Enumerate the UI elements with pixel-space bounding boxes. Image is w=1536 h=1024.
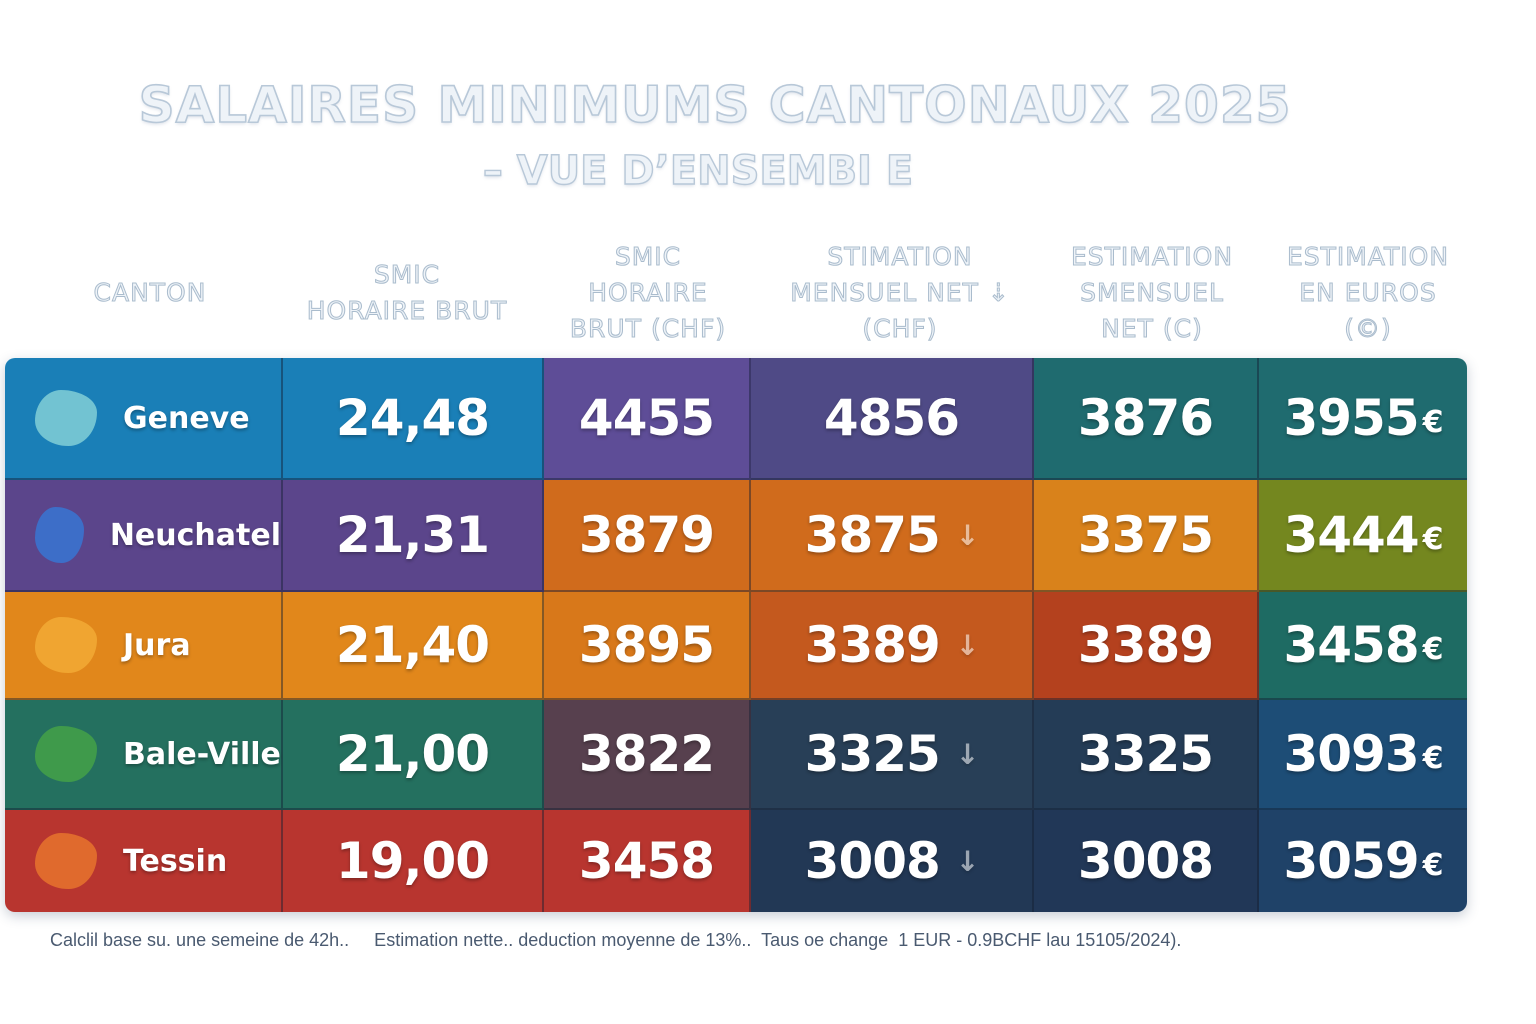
canton-name: Bale-Ville <box>123 736 281 772</box>
cell-value: 3876 <box>1077 389 1214 447</box>
euros-cell: 3444 € <box>1259 480 1467 592</box>
header-monthly-net-chf: STIMATION MENSUEL NET ⇣ (CHF) <box>790 242 1010 344</box>
cell-value: 3389 <box>804 616 941 674</box>
monthly-net-chf-cell: 4856 <box>751 358 1034 480</box>
cell-value: 3389 <box>1077 616 1214 674</box>
down-arrow-icon: ↓ <box>955 518 979 552</box>
monthly-net-c-cell: 3389 <box>1034 592 1259 700</box>
cell-value: 3458 <box>578 832 715 890</box>
canton-name: Tessin <box>123 843 228 879</box>
canton-name: Geneve <box>123 400 250 436</box>
page-subtitle: – VUE D’ENSEMBI E <box>482 147 914 194</box>
monthly-net-c-cell: 3876 <box>1034 358 1259 480</box>
cell-value: 3895 <box>578 616 715 674</box>
down-arrow-icon: ↓ <box>955 628 979 662</box>
cell-value: 3008 <box>804 832 941 890</box>
cell-value: 3875 <box>804 506 941 564</box>
hourly-cell: 21,40 <box>283 592 544 700</box>
monthly-net-chf-cell: 3389 ↓ <box>751 592 1034 700</box>
monthly-net-c-cell: 3325 <box>1034 700 1259 810</box>
canton-cell: Jura <box>5 592 283 700</box>
monthly-net-c-cell: 3375 <box>1034 480 1259 592</box>
canton-name: Jura <box>123 627 191 663</box>
canton-name: Neuchatel <box>109 517 281 553</box>
cell-value: 24,48 <box>335 389 490 447</box>
canton-map-icon <box>35 507 84 563</box>
euro-symbol: € <box>1422 847 1444 883</box>
monthly-brut-cell: 3822 <box>544 700 751 810</box>
header-monthly-net-c: ESTIMATION SMENSUEL NET (C) <box>1070 242 1234 344</box>
canton-map-icon <box>35 390 97 446</box>
cell-value: 3879 <box>578 506 715 564</box>
header-monthly-brut: SMIC HORAIRE BRUT (CHF) <box>569 242 727 344</box>
euros-cell: 3093 € <box>1259 700 1467 810</box>
monthly-brut-cell: 3895 <box>544 592 751 700</box>
cell-value: 3008 <box>1077 832 1214 890</box>
euro-symbol: € <box>1422 631 1444 667</box>
hourly-cell: 24,48 <box>283 358 544 480</box>
cell-value: 21,31 <box>335 506 490 564</box>
monthly-net-chf-cell: 3008 ↓ <box>751 810 1034 912</box>
header-euros: ESTIMATION EN EUROS (©) <box>1286 242 1450 344</box>
cell-value: 3093 <box>1283 725 1419 783</box>
cell-value: 21,40 <box>335 616 490 674</box>
cell-value: 3325 <box>1077 725 1214 783</box>
hourly-cell: 21,00 <box>283 700 544 810</box>
monthly-net-chf-cell: 3325 ↓ <box>751 700 1034 810</box>
canton-map-icon <box>35 833 97 889</box>
hourly-cell: 19,00 <box>283 810 544 912</box>
canton-map-icon <box>35 726 97 782</box>
cell-value: 19,00 <box>335 832 490 890</box>
monthly-brut-cell: 3879 <box>544 480 751 592</box>
cell-value: 3822 <box>578 725 715 783</box>
cell-value: 3444 <box>1283 506 1419 564</box>
euros-cell: 3458 € <box>1259 592 1467 700</box>
monthly-brut-cell: 3458 <box>544 810 751 912</box>
header-canton: CANTON <box>93 278 207 308</box>
euros-cell: 3059 € <box>1259 810 1467 912</box>
page-title: SALAIRES MINIMUMS CANTONAUX 2025 <box>138 75 1292 135</box>
cell-value: 3955 <box>1283 389 1419 447</box>
monthly-brut-cell: 4455 <box>544 358 751 480</box>
header-hourly-brut: SMIC HORAIRE BRUT <box>306 260 508 326</box>
canton-cell: Tessin <box>5 810 283 912</box>
euro-symbol: € <box>1422 740 1444 776</box>
euro-symbol: € <box>1422 404 1444 440</box>
canton-map-icon <box>35 617 97 673</box>
cell-value: 3059 <box>1283 832 1419 890</box>
euro-symbol: € <box>1422 521 1444 557</box>
down-arrow-icon: ↓ <box>955 844 979 878</box>
monthly-net-chf-cell: 3875 ↓ <box>751 480 1034 592</box>
cell-value: 4455 <box>578 389 715 447</box>
canton-cell: Geneve <box>5 358 283 480</box>
salary-table: Geneve 24,48 4455 4856 3876 3955 € Neuchatel 21,… <box>5 358 1467 912</box>
canton-cell: Neuchatel <box>5 480 283 592</box>
cell-value: 3375 <box>1077 506 1214 564</box>
footnote: Calclil base su. une semeine de 42h.. Es… <box>50 930 1182 950</box>
euros-cell: 3955 € <box>1259 358 1467 480</box>
cell-value: 3458 <box>1283 616 1419 674</box>
canton-cell: Bale-Ville <box>5 700 283 810</box>
down-arrow-icon: ↓ <box>955 737 979 771</box>
cell-value: 3325 <box>804 725 941 783</box>
monthly-net-c-cell: 3008 <box>1034 810 1259 912</box>
cell-value: 4856 <box>823 389 960 447</box>
cell-value: 21,00 <box>335 725 490 783</box>
hourly-cell: 21,31 <box>283 480 544 592</box>
